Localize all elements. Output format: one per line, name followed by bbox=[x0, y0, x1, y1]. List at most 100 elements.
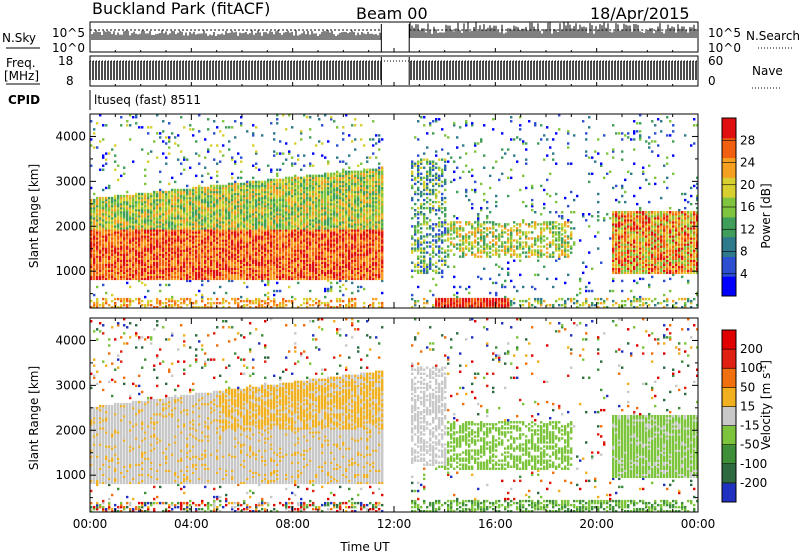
heatmap-cell bbox=[165, 284, 167, 286]
heatmap-cell bbox=[276, 169, 278, 171]
heatmap-cell bbox=[324, 296, 326, 298]
heatmap-cell bbox=[231, 183, 233, 185]
heatmap-cell bbox=[309, 290, 311, 292]
heatmap-cell bbox=[246, 130, 248, 132]
heatmap-cell bbox=[219, 302, 221, 304]
heatmap-cell bbox=[96, 286, 98, 288]
heatmap-cell bbox=[249, 181, 251, 183]
noise-panel-ticks bbox=[90, 48, 698, 52]
heatmap-cell bbox=[156, 298, 158, 300]
heatmap-cell bbox=[201, 175, 203, 177]
heatmap-cell bbox=[240, 171, 242, 173]
heatmap-cell bbox=[255, 181, 257, 183]
heatmap-cell bbox=[114, 160, 116, 162]
heatmap-cell bbox=[150, 304, 152, 306]
heatmap-cell bbox=[309, 136, 311, 138]
heatmap-cell bbox=[126, 124, 128, 126]
heatmap-cell bbox=[105, 158, 107, 160]
heatmap-cell bbox=[258, 181, 260, 183]
heatmap-cell bbox=[165, 142, 167, 144]
heatmap-cell bbox=[237, 298, 239, 300]
heatmap-cell bbox=[129, 286, 131, 288]
heatmap-cell bbox=[234, 181, 236, 183]
heatmap-cell bbox=[93, 128, 95, 130]
nave-label: Nave bbox=[752, 64, 783, 78]
site-title: Buckland Park (fitACF) bbox=[92, 0, 270, 18]
heatmap-cell bbox=[264, 300, 266, 302]
heatmap-cell bbox=[192, 302, 194, 304]
heatmap-cell bbox=[219, 286, 221, 288]
heatmap-cell bbox=[330, 282, 332, 284]
heatmap-cell bbox=[309, 175, 311, 177]
heatmap-cell bbox=[105, 187, 107, 189]
heatmap-cell bbox=[270, 122, 272, 124]
heatmap-cell bbox=[168, 122, 170, 124]
heatmap-cell bbox=[228, 126, 230, 128]
heatmap-cell bbox=[186, 304, 188, 306]
heatmap-cell bbox=[192, 134, 194, 136]
heatmap-cell bbox=[216, 171, 218, 173]
heatmap-cell bbox=[201, 284, 203, 286]
heatmap-cell bbox=[180, 173, 182, 175]
heatmap-cell bbox=[285, 158, 287, 160]
heatmap-cell bbox=[297, 282, 299, 284]
heatmap-cell bbox=[261, 134, 263, 136]
heatmap-cell bbox=[183, 298, 185, 300]
heatmap-cell bbox=[120, 116, 122, 118]
heatmap-cell bbox=[207, 148, 209, 150]
heatmap-cell bbox=[213, 185, 215, 187]
heatmap-cell bbox=[234, 136, 236, 138]
heatmap-cell bbox=[132, 300, 134, 302]
heatmap-cell bbox=[198, 130, 200, 132]
heatmap-cell bbox=[288, 300, 290, 302]
heatmap-cell bbox=[186, 185, 188, 187]
heatmap-cell bbox=[105, 197, 107, 199]
heatmap-cell bbox=[336, 171, 338, 173]
heatmap-cell bbox=[219, 150, 221, 152]
heatmap-cell bbox=[111, 197, 113, 199]
heatmap-cell bbox=[303, 154, 305, 156]
heatmap-cell bbox=[189, 124, 191, 126]
heatmap-cell bbox=[330, 286, 332, 288]
heatmap-cell bbox=[168, 298, 170, 300]
heatmap-cell bbox=[129, 195, 131, 197]
heatmap-cell bbox=[300, 304, 302, 306]
heatmap-cell bbox=[108, 185, 110, 187]
heatmap-cell bbox=[93, 294, 95, 296]
heatmap-cell bbox=[93, 199, 95, 201]
heatmap-cell bbox=[177, 134, 179, 136]
heatmap-cell bbox=[285, 304, 287, 306]
heatmap-cell bbox=[303, 302, 305, 304]
heatmap-cell bbox=[243, 282, 245, 284]
heatmap-cell bbox=[219, 130, 221, 132]
heatmap-cell bbox=[147, 300, 149, 302]
freq-label: Freq. bbox=[6, 56, 36, 70]
heatmap-cell bbox=[129, 124, 131, 126]
heatmap-cell bbox=[255, 150, 257, 152]
heatmap-cell bbox=[162, 152, 164, 154]
heatmap-cell bbox=[264, 284, 266, 286]
heatmap-cell bbox=[162, 191, 164, 193]
heatmap-cell bbox=[138, 298, 140, 300]
nsearch-label: N.Search bbox=[746, 29, 800, 43]
heatmap-cell bbox=[339, 298, 341, 300]
heatmap-cell bbox=[147, 132, 149, 134]
freq-panel-ticks bbox=[90, 82, 698, 86]
heatmap-cell bbox=[312, 304, 314, 306]
heatmap-cell bbox=[102, 302, 104, 304]
heatmap-cell bbox=[315, 175, 317, 177]
heatmap-cell bbox=[306, 298, 308, 300]
heatmap-cell bbox=[141, 300, 143, 302]
heatmap-cell bbox=[99, 169, 101, 171]
heatmap-cell bbox=[234, 120, 236, 122]
noise-traces bbox=[90, 22, 698, 52]
heatmap-cell bbox=[135, 122, 137, 124]
heatmap-cell bbox=[216, 126, 218, 128]
heatmap-cell bbox=[162, 130, 164, 132]
heatmap-cell bbox=[225, 292, 227, 294]
heatmap-cell bbox=[114, 195, 116, 197]
heatmap-cell bbox=[105, 292, 107, 294]
heatmap-cell bbox=[177, 304, 179, 306]
heatmap-cell bbox=[144, 193, 146, 195]
noise-tick-left-bottom: 10^0 bbox=[52, 41, 85, 55]
